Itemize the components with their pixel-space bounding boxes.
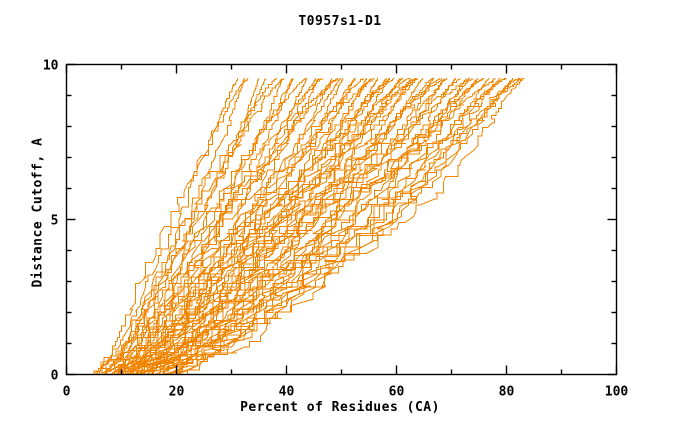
x-tick-label: 40 [279, 385, 295, 400]
data-curve [121, 77, 339, 375]
data-curve [147, 77, 507, 375]
data-curve [176, 78, 506, 375]
data-curve [122, 77, 375, 375]
axis-tick-labels: 0 20 40 60 80 100 0 5 10 [43, 59, 629, 400]
data-curve [101, 77, 278, 375]
data-curve [187, 77, 521, 375]
axis-ticks [65, 63, 618, 376]
x-axis-label: Percent of Residues (CA) [240, 400, 440, 415]
data-curve [135, 77, 461, 375]
data-curve [129, 77, 441, 375]
y-tick-label: 10 [43, 59, 59, 74]
data-curve [143, 77, 443, 375]
data-curve [115, 78, 324, 375]
x-tick-label: 0 [63, 385, 71, 400]
data-curve [93, 77, 239, 375]
data-curve [106, 78, 294, 375]
data-curve [119, 77, 355, 375]
y-tick-label: 5 [51, 214, 59, 229]
data-curve [143, 78, 424, 375]
data-curve [154, 77, 496, 375]
data-curve [114, 78, 338, 375]
data-curve [126, 77, 367, 375]
data-curve [118, 77, 395, 375]
data-curve [156, 78, 468, 375]
data-curve [100, 78, 260, 375]
x-tick-label: 20 [169, 385, 185, 400]
data-curves [93, 77, 525, 375]
data-curve [99, 78, 267, 375]
data-curve [162, 77, 520, 375]
data-curve [109, 77, 317, 375]
data-curve [173, 77, 525, 375]
data-curve [114, 77, 341, 375]
data-curve [146, 77, 448, 375]
page-title: T0957s1-D1 [298, 14, 382, 29]
x-tick-label: 60 [389, 385, 405, 400]
x-tick-label: 80 [499, 385, 515, 400]
data-curve [126, 78, 365, 375]
data-curve [132, 77, 410, 375]
data-curve [124, 78, 416, 375]
data-curve [95, 78, 249, 375]
data-curve [154, 78, 523, 375]
y-tick-label: 0 [51, 369, 59, 384]
data-curve [105, 78, 285, 375]
data-curve [137, 77, 418, 375]
data-curve [112, 77, 306, 375]
data-curve [165, 77, 485, 375]
data-curve [113, 77, 319, 375]
x-tick-label: 100 [605, 385, 629, 400]
